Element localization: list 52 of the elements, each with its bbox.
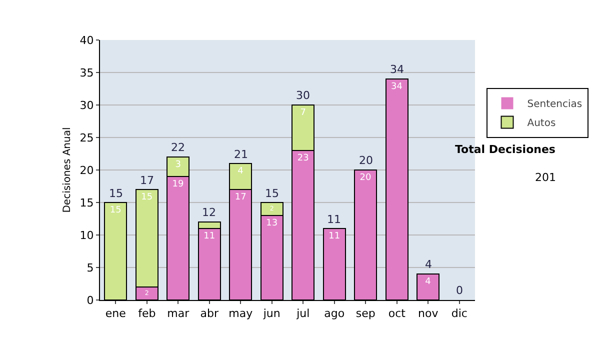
x-tick-label: dic xyxy=(451,307,468,320)
data-label: 4 xyxy=(238,166,244,176)
total-label: 4 xyxy=(425,258,432,271)
data-label: 19 xyxy=(172,180,184,190)
total-label: 22 xyxy=(171,141,185,154)
x-tick-label: may xyxy=(228,307,254,320)
x-tick-label: mar xyxy=(167,307,190,320)
legend-label: Autos xyxy=(527,118,556,130)
x-tick-label: ene xyxy=(105,307,126,320)
y-tick-label: 20 xyxy=(80,164,94,177)
total-label: 21 xyxy=(234,148,248,161)
y-tick-label: 15 xyxy=(80,196,94,210)
total-label: 17 xyxy=(140,174,154,187)
total-label: 15 xyxy=(109,187,123,200)
y-tick-label: 0 xyxy=(86,294,94,307)
total-label: 12 xyxy=(202,206,216,219)
x-tick-label: oct xyxy=(388,307,406,320)
y-tick-label: 40 xyxy=(80,34,94,47)
text: 201 xyxy=(535,171,556,184)
data-label: 7 xyxy=(300,108,306,118)
x-tick-label: abr xyxy=(200,307,219,320)
x-tick-label: jun xyxy=(262,307,280,320)
y-axis-title: Decisiones Anual xyxy=(62,127,73,213)
x-tick-label: nov xyxy=(418,307,439,320)
y-tick-label: 35 xyxy=(80,66,94,80)
data-label: 3 xyxy=(175,160,181,170)
x-tick-label: jul xyxy=(296,307,310,320)
x-tick-label: feb xyxy=(138,307,156,320)
data-label: 17 xyxy=(234,192,246,202)
data-label: 34 xyxy=(391,82,403,92)
data-label: 4 xyxy=(425,277,432,287)
y-tick-label: 10 xyxy=(80,228,94,242)
data-label: 13 xyxy=(266,218,278,228)
total-label: 15 xyxy=(265,187,279,200)
y-tick-label: 30 xyxy=(80,98,94,112)
data-label: 15 xyxy=(110,206,122,216)
annotation: Total Decisiones xyxy=(455,143,556,156)
total-label: 34 xyxy=(390,63,404,76)
x-tick-label: ago xyxy=(324,307,345,320)
y-tick-label: 25 xyxy=(80,131,94,144)
data-label: 20 xyxy=(360,173,372,183)
total-label: 0 xyxy=(456,284,463,297)
data-label: 23 xyxy=(297,154,309,164)
total-label: 30 xyxy=(296,89,310,102)
legend-label: Sentencias xyxy=(527,99,582,110)
data-label: 11 xyxy=(328,232,340,242)
y-tick-label: 5 xyxy=(86,261,94,274)
x-tick-label: sep xyxy=(356,307,376,320)
total-label: 11 xyxy=(327,213,341,226)
data-label: 11 xyxy=(204,232,216,242)
data-label: 15 xyxy=(141,192,153,202)
total-label: 20 xyxy=(359,154,373,167)
